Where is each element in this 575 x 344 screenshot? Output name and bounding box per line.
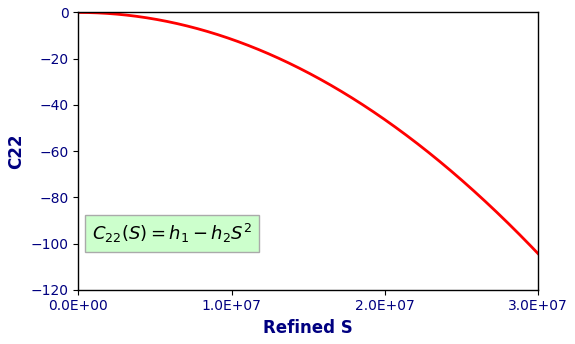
Text: $C_{22}(S) = h_1 - h_2 S^2$: $C_{22}(S) = h_1 - h_2 S^2$ [92,222,252,245]
X-axis label: Refined S: Refined S [263,319,353,337]
Y-axis label: C22: C22 [7,133,25,169]
